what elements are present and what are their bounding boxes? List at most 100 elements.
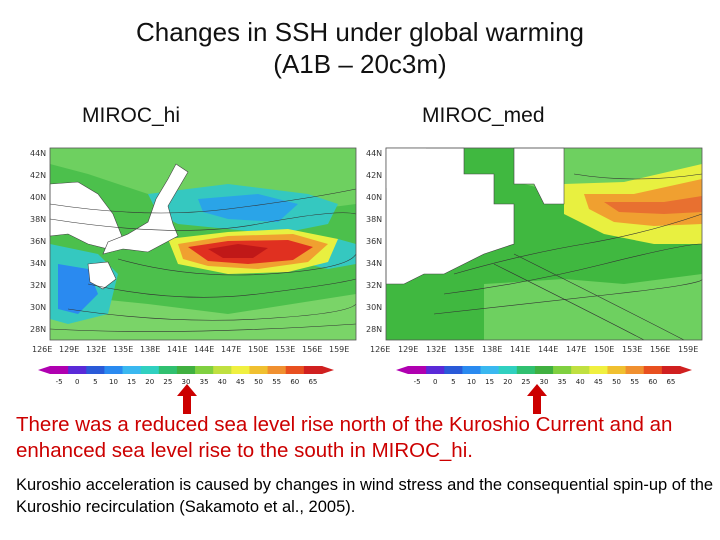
colorbar-tick-label: 40 [576, 378, 585, 386]
colorbar-end-right [322, 366, 334, 374]
colorbar-tick-label: 5 [93, 378, 97, 386]
colorbar-tick-label: 30 [182, 378, 191, 386]
arrow-up-icon [527, 384, 547, 414]
lat-label: 30N [366, 303, 382, 312]
colorbar-swatch [104, 366, 124, 374]
colorbar-tick-label: 30 [540, 378, 549, 386]
title-line-1: Changes in SSH under global warming [135, 17, 585, 47]
panel-label-miroc-hi: MIROC_hi [82, 104, 181, 127]
lon-label: 138E [140, 345, 160, 354]
lat-label: 32N [366, 281, 382, 290]
colorbar-tick-label: 35 [558, 378, 567, 386]
ssh-map-miroc-hi: 44N 42N 40N 38N 36N 34N 32N 30N 28N 126E… [28, 144, 358, 358]
colorbar-tick-label: 60 [648, 378, 657, 386]
ssh-map-miroc-med: 44N 42N 40N 38N 36N 34N 32N 30N 28N 126E… [364, 144, 704, 358]
colorbar-swatch [589, 366, 608, 374]
lon-label: 129E [398, 345, 418, 354]
colorbar-tick-label: 45 [236, 378, 245, 386]
lat-label: 40N [30, 193, 46, 202]
lon-label: 132E [426, 345, 446, 354]
lat-label: 34N [366, 259, 382, 268]
colorbar-tick-label: 15 [485, 378, 494, 386]
lon-label: 150E [248, 345, 268, 354]
lon-label: 129E [59, 345, 79, 354]
lon-label: 159E [678, 345, 698, 354]
lon-label: 147E [566, 345, 586, 354]
colorbar-tick-label: 25 [521, 378, 530, 386]
colorbar-swatch [607, 366, 627, 374]
lon-label: 150E [594, 345, 614, 354]
lon-label: 159E [329, 345, 349, 354]
colorbar-tick-label: 10 [109, 378, 118, 386]
lat-label: 28N [30, 325, 46, 334]
lon-label: 144E [194, 345, 214, 354]
lon-label: 147E [221, 345, 241, 354]
colorbar-tick-label: -5 [56, 378, 63, 386]
colorbar-swatch [285, 366, 305, 374]
lat-label: 34N [30, 259, 46, 268]
colorbar-swatch [498, 366, 518, 374]
lon-label: 135E [113, 345, 133, 354]
colorbar-tick-label: -5 [414, 378, 421, 386]
lon-label: 126E [370, 345, 390, 354]
lon-label: 126E [32, 345, 52, 354]
lon-label: 156E [302, 345, 322, 354]
colorbar-tick-label: 55 [630, 378, 639, 386]
colorbar-swatch [122, 366, 142, 374]
lon-label: 153E [622, 345, 642, 354]
lat-label: 38N [30, 215, 46, 224]
colorbar-tick-label: 5 [451, 378, 455, 386]
lon-axis-labels: 126E 129E 132E 135E 138E 141E 144E 147E … [32, 345, 349, 354]
lat-label: 42N [366, 171, 382, 180]
lat-label: 44N [30, 149, 46, 158]
lon-label: 132E [86, 345, 106, 354]
lon-label: 135E [454, 345, 474, 354]
lon-label: 141E [167, 345, 187, 354]
colorbar-swatch [462, 366, 482, 374]
lat-label: 28N [366, 325, 382, 334]
colorbar-swatch [249, 366, 269, 374]
colorbar-svg-right: -5 0 5 10 15 20 25 30 35 40 45 50 55 60 65 [396, 366, 692, 386]
colorbar-swatch [231, 366, 250, 374]
colorbar-swatch [571, 366, 590, 374]
lat-label: 36N [30, 237, 46, 246]
lat-label: 42N [30, 171, 46, 180]
colorbar-swatch [213, 366, 232, 374]
colorbar-svg-left: -5 0 5 10 15 20 25 30 35 40 45 50 55 60 65 [38, 366, 334, 386]
colorbar-swatch [661, 366, 681, 374]
colorbar-tick-label: 55 [272, 378, 281, 386]
lat-axis-labels: 44N 42N 40N 38N 36N 34N 32N 30N 28N [366, 149, 382, 334]
colorbar-tick-label: 45 [594, 378, 603, 386]
colorbar-swatch [267, 366, 287, 374]
lat-label: 38N [366, 215, 382, 224]
colorbar-tick-label: 15 [127, 378, 136, 386]
colorbar-swatch [534, 366, 554, 374]
lon-label: 153E [275, 345, 295, 354]
colorbar-tick-label: 50 [254, 378, 263, 386]
title-line-2: (A1B – 20c3m) [273, 49, 447, 79]
lat-label: 32N [30, 281, 46, 290]
colorbar-swatch [68, 366, 87, 374]
colorbar-swatch [444, 366, 463, 374]
colorbar-tick-label: 65 [308, 378, 317, 386]
colorbar-swatch [643, 366, 663, 374]
colorbar-swatch [158, 366, 178, 374]
slide-title: Changes in SSH under global warming (A1B… [0, 16, 720, 80]
main-finding-text: There was a reduced sea level rise north… [16, 413, 673, 462]
colorbar-tick-label: 0 [433, 378, 437, 386]
colorbar-tick-label: 50 [612, 378, 621, 386]
colorbar-swatch [516, 366, 536, 374]
colorbar-swatch [408, 366, 427, 374]
lat-label: 44N [366, 149, 382, 158]
colorbar-tick-label: 20 [145, 378, 154, 386]
lon-label: 144E [538, 345, 558, 354]
colorbar-end-left [38, 366, 50, 374]
colorbar-swatch [86, 366, 105, 374]
lat-axis-labels: 44N 42N 40N 38N 36N 34N 32N 30N 28N [30, 149, 46, 334]
lon-label: 141E [510, 345, 530, 354]
colorbar-tick-label: 20 [503, 378, 512, 386]
panel-label-miroc-med: MIROC_med [422, 104, 545, 127]
colorbar-swatch [426, 366, 445, 374]
arrow-up-icon [177, 384, 197, 414]
colorbar-swatch [303, 366, 323, 374]
